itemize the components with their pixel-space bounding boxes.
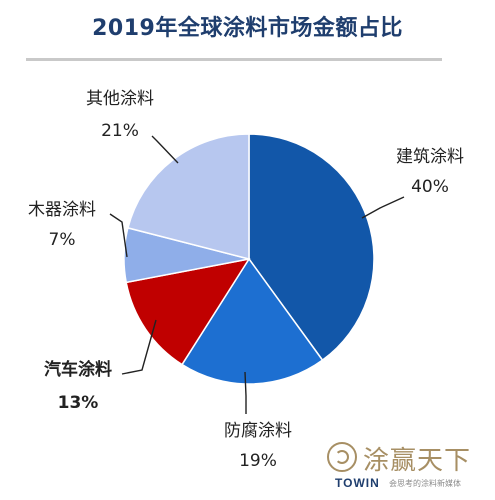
leader-line xyxy=(121,319,157,375)
slice-label: 其他涂料 xyxy=(86,89,154,109)
slice-labels: 建筑涂料 40% 防腐涂料 19% 汽车涂料 13% 木器涂料 7% 其他涂料 21% xyxy=(28,89,464,471)
brand-logo-icon xyxy=(327,442,357,472)
leader-lines xyxy=(109,135,405,414)
slice-label: 防腐涂料 xyxy=(224,421,292,441)
chart-title: 2019年全球涂料市场金额占比 xyxy=(92,16,403,41)
leader-line xyxy=(151,135,179,164)
brand-english-name: TOWIN xyxy=(335,476,380,490)
leader-line xyxy=(109,213,128,258)
slice-value-label: 7% xyxy=(49,230,76,250)
slice-label: 汽车涂料 xyxy=(44,359,112,380)
slice-value-label: 19% xyxy=(239,451,277,471)
pie-slice xyxy=(127,133,250,260)
pie-slice xyxy=(248,133,375,362)
pie-slice xyxy=(180,257,324,385)
slice-label: 木器涂料 xyxy=(28,200,96,220)
brand-watermark: 涂赢天下 TOWIN 会思考的涂料新媒体 xyxy=(327,440,487,496)
slice-value-label: 13% xyxy=(58,393,99,413)
slice-value-label: 40% xyxy=(411,177,449,197)
slice-label: 建筑涂料 xyxy=(396,147,464,167)
title-divider xyxy=(26,58,442,61)
leader-line xyxy=(244,371,247,414)
brand-name: 涂赢天下 xyxy=(363,446,472,476)
pie-slice xyxy=(125,257,251,366)
pie-slices xyxy=(123,133,375,385)
leader-line xyxy=(361,196,405,219)
slice-value-label: 21% xyxy=(101,121,139,141)
brand-slogan: 会思考的涂料新媒体 xyxy=(389,479,461,488)
